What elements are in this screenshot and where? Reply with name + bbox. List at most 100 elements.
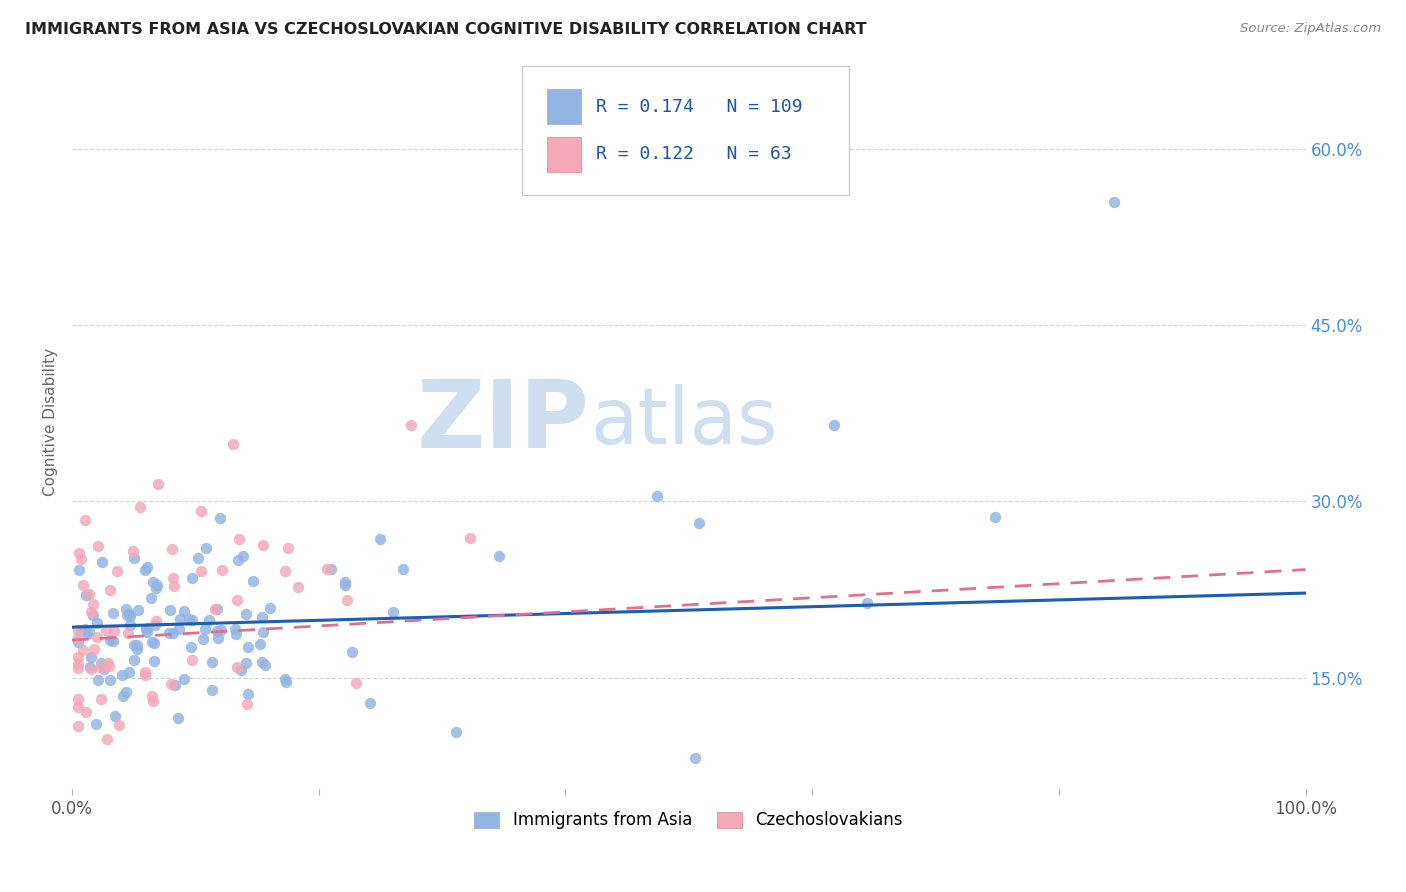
Point <box>70 551 93 566</box>
Point <box>983 509 1005 524</box>
Point <box>231 664 253 678</box>
Point <box>103 607 125 621</box>
Point <box>84 717 107 731</box>
Point <box>77 587 100 601</box>
Point <box>145 618 167 632</box>
Point <box>190 564 212 578</box>
Point <box>232 549 254 564</box>
Point <box>211 563 233 577</box>
Point <box>167 622 190 636</box>
Point <box>141 634 163 648</box>
Point <box>142 574 165 589</box>
Point <box>249 637 271 651</box>
Point <box>224 622 246 636</box>
Point <box>79 660 101 674</box>
Text: atlas: atlas <box>591 384 778 460</box>
Point <box>228 532 250 546</box>
Point <box>118 618 141 632</box>
Point <box>225 593 247 607</box>
Point <box>159 603 181 617</box>
Point <box>105 564 128 578</box>
Point <box>90 657 112 671</box>
Point <box>205 602 228 616</box>
Point <box>236 640 259 655</box>
Point <box>287 580 309 594</box>
Point <box>136 560 159 574</box>
Point <box>181 653 204 667</box>
Point <box>169 612 191 626</box>
Point <box>236 697 259 711</box>
Point <box>97 656 120 670</box>
Point <box>75 705 97 719</box>
Point <box>141 690 163 704</box>
Text: R = 0.174   N = 109: R = 0.174 N = 109 <box>596 97 803 116</box>
Point <box>252 610 274 624</box>
Point <box>162 626 184 640</box>
Point <box>201 655 224 669</box>
Point <box>180 640 202 655</box>
Point <box>252 538 274 552</box>
Text: R = 0.122   N = 63: R = 0.122 N = 63 <box>596 145 792 163</box>
Point <box>101 633 124 648</box>
Point <box>67 661 90 675</box>
Point <box>207 632 229 646</box>
Point <box>209 623 232 637</box>
Point <box>80 661 103 675</box>
Point <box>344 676 367 690</box>
Point <box>277 541 299 556</box>
Point <box>683 750 706 764</box>
Point <box>204 601 226 615</box>
Point <box>67 699 90 714</box>
Point <box>127 603 149 617</box>
Point <box>187 550 209 565</box>
Point <box>82 607 104 622</box>
Point <box>134 665 156 680</box>
Point <box>136 625 159 640</box>
Point <box>160 541 183 556</box>
Point <box>190 503 212 517</box>
Point <box>225 627 247 641</box>
Point <box>67 657 90 671</box>
FancyBboxPatch shape <box>522 66 849 194</box>
Point <box>381 605 404 619</box>
Point <box>274 565 297 579</box>
Point <box>191 632 214 647</box>
Point <box>316 562 339 576</box>
Point <box>80 605 103 619</box>
Point <box>142 694 165 708</box>
Point <box>488 549 510 564</box>
Point <box>112 689 135 703</box>
Point <box>336 592 359 607</box>
Point <box>72 578 94 592</box>
Point <box>94 623 117 637</box>
Point <box>274 675 297 690</box>
Point <box>76 627 98 641</box>
Point <box>67 631 90 645</box>
Point <box>86 673 108 687</box>
Point <box>134 667 156 681</box>
Point <box>89 660 111 674</box>
Text: ZIP: ZIP <box>418 376 591 468</box>
Point <box>146 578 169 592</box>
Point <box>141 591 163 605</box>
Point <box>335 574 357 589</box>
Point <box>235 607 257 622</box>
Point <box>67 623 90 637</box>
Text: IMMIGRANTS FROM ASIA VS CZECHOSLOVAKIAN COGNITIVE DISABILITY CORRELATION CHART: IMMIGRANTS FROM ASIA VS CZECHOSLOVAKIAN … <box>25 22 868 37</box>
Point <box>72 643 94 657</box>
Point <box>108 718 131 732</box>
Point <box>90 691 112 706</box>
Point <box>250 656 273 670</box>
Point <box>104 709 127 723</box>
Point <box>370 532 392 546</box>
Point <box>226 553 249 567</box>
Point <box>226 660 249 674</box>
Point <box>98 673 121 687</box>
Point <box>103 624 125 639</box>
Point <box>194 541 217 555</box>
Point <box>145 581 167 595</box>
Point <box>73 513 96 527</box>
Point <box>173 604 195 618</box>
Legend: Immigrants from Asia, Czechoslovakians: Immigrants from Asia, Czechoslovakians <box>468 805 910 836</box>
Point <box>117 625 139 640</box>
